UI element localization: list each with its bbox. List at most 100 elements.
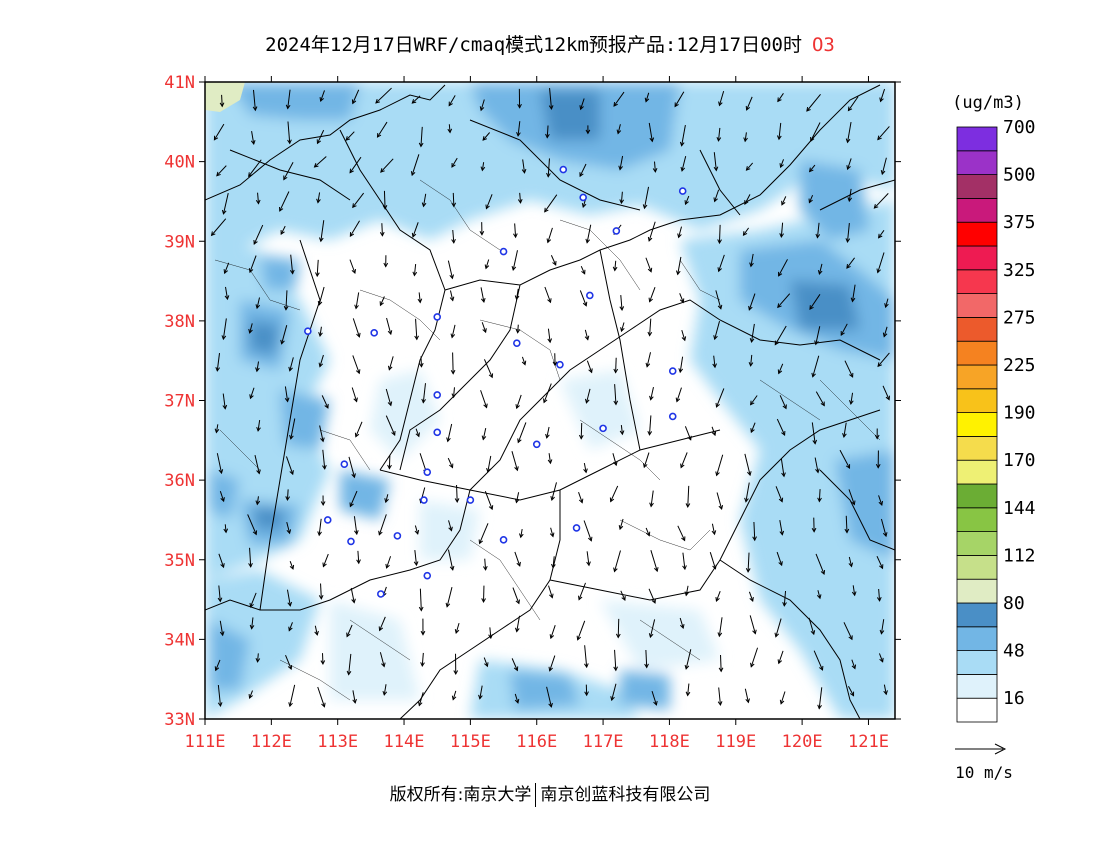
- wind-arrow: [776, 551, 783, 566]
- wind-arrowhead: [248, 268, 254, 274]
- wind-arrow: [446, 587, 453, 607]
- wind-arrowhead: [745, 105, 751, 111]
- wind-arrowhead: [479, 106, 485, 112]
- wind-arrowhead: [817, 497, 822, 503]
- wind-arrow: [648, 122, 653, 142]
- station-marker: [304, 327, 312, 336]
- wind-arrowhead: [318, 362, 324, 368]
- wind-arrowhead: [546, 172, 551, 178]
- wind-arrow: [880, 88, 886, 102]
- wind-arrowhead: [778, 271, 783, 277]
- wind-arrow: [812, 355, 820, 377]
- wind-arrow: [614, 550, 621, 572]
- wind-arrowhead: [814, 340, 819, 346]
- wind-arrowhead: [315, 272, 320, 278]
- wind-arrow: [480, 287, 485, 303]
- wind-arrow: [883, 326, 888, 337]
- wind-arrow: [550, 625, 556, 639]
- wind-arrowhead: [649, 502, 654, 508]
- wind-arrowhead: [514, 498, 520, 504]
- wind-arrowhead: [779, 163, 784, 169]
- wind-arrowhead: [289, 564, 295, 570]
- wind-arrowhead: [584, 663, 589, 669]
- wind-arrow: [516, 615, 521, 632]
- wind-arrowhead: [479, 230, 485, 236]
- wind-arrow: [350, 587, 355, 603]
- wind-arrow: [548, 585, 553, 598]
- wind-arrow: [878, 229, 885, 239]
- lat-label: 35N: [164, 551, 195, 571]
- wind-arrowhead: [320, 437, 325, 443]
- wind-arrow: [482, 428, 487, 440]
- wind-arrow: [421, 652, 424, 666]
- wind-arrowhead: [318, 237, 324, 243]
- wind-arrow: [320, 220, 325, 242]
- wind-arrowhead: [647, 430, 653, 436]
- wind-scale-arrowhead: [994, 743, 1007, 755]
- wind-arrow: [614, 649, 617, 671]
- wind-arrowhead: [581, 269, 586, 275]
- wind-arrow: [674, 91, 685, 107]
- wind-arrow: [815, 326, 821, 345]
- wind-arrowhead: [578, 498, 584, 504]
- province-boundaries: [205, 84, 895, 719]
- wind-arrowhead: [414, 529, 420, 535]
- wind-arrow: [512, 587, 520, 604]
- wind-arrow: [744, 132, 747, 142]
- wind-arrowhead: [678, 368, 684, 374]
- wind-arrow: [288, 622, 293, 631]
- wind-arrow: [517, 121, 521, 136]
- wind-arrowhead: [548, 666, 553, 672]
- wind-arrow: [680, 452, 688, 468]
- wind-arrow: [385, 388, 392, 406]
- station-marker: [559, 165, 568, 174]
- wind-arrow: [620, 295, 623, 311]
- wind-arrowhead: [781, 200, 786, 206]
- wind-arrow: [777, 293, 791, 308]
- wind-arrowhead: [842, 433, 847, 439]
- wind-arrow: [319, 354, 324, 367]
- wind-arrowhead: [549, 634, 555, 640]
- colorbar-label: 190: [1003, 403, 1036, 424]
- lat-label: 38N: [164, 312, 195, 332]
- wind-arrowhead: [517, 438, 522, 444]
- wind-arrowhead: [351, 99, 357, 105]
- wind-arrow: [222, 393, 226, 409]
- colorbar-label: 144: [1003, 498, 1036, 519]
- wind-arrowhead: [584, 691, 589, 697]
- wind-arrowhead: [383, 262, 389, 268]
- longitude-axis: 111E 112E 113E 114E 115E 116E 117E 118E 119E 120E…: [185, 76, 889, 752]
- wind-arrowhead: [547, 298, 552, 304]
- wind-arrow: [883, 684, 887, 695]
- station-marker: [393, 532, 402, 540]
- wind-arrow: [818, 687, 823, 709]
- wind-arrow: [612, 453, 617, 466]
- wind-arrow: [287, 121, 291, 144]
- wind-arrow: [419, 588, 422, 611]
- wind-arrow: [877, 126, 890, 140]
- wind-arrowhead: [214, 428, 220, 434]
- wind-arrow: [249, 387, 255, 399]
- wind-arrow: [375, 87, 392, 104]
- wind-arrow: [650, 490, 654, 507]
- wind-arrowhead: [774, 632, 780, 638]
- station-marker: [370, 329, 378, 337]
- colorbar-swatch: [956, 197, 998, 223]
- wind-arrowhead: [713, 335, 718, 341]
- wind-arrowhead: [774, 340, 779, 346]
- wind-arrow: [583, 462, 587, 473]
- wind-arrow: [522, 159, 526, 173]
- wind-arrowhead: [681, 336, 687, 342]
- station-marker: [499, 247, 508, 256]
- station-marker: [433, 391, 442, 399]
- wind-arrow: [778, 363, 784, 374]
- wind-arrow: [847, 121, 852, 143]
- wind-arrowhead: [518, 533, 524, 539]
- wind-arrow: [219, 490, 225, 502]
- wind-arrow: [877, 352, 890, 367]
- wind-arrowhead: [210, 231, 216, 237]
- wind-arrowhead: [712, 564, 717, 570]
- wind-arrow: [546, 426, 550, 438]
- wind-arrowhead: [454, 629, 460, 635]
- wind-scale: 10 m/s: [955, 743, 1013, 782]
